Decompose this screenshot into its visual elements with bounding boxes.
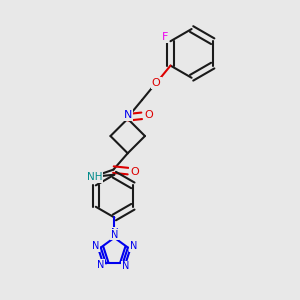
Text: N: N — [111, 228, 119, 238]
Text: N: N — [97, 260, 104, 270]
Text: O: O — [144, 110, 153, 120]
Text: N: N — [92, 241, 99, 251]
Text: NH: NH — [87, 172, 103, 182]
Text: O: O — [130, 167, 139, 177]
Text: N: N — [111, 230, 118, 240]
Text: O: O — [152, 78, 161, 88]
Text: N: N — [130, 241, 137, 251]
Text: N: N — [122, 262, 129, 272]
Text: N: N — [124, 110, 132, 120]
Text: F: F — [162, 32, 168, 42]
